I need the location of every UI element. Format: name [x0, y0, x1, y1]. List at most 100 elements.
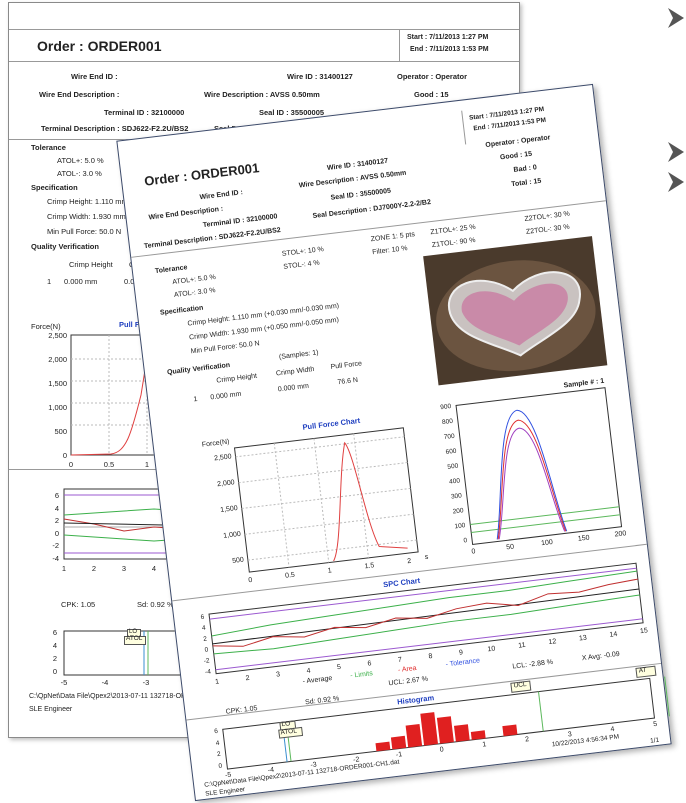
x-tick-label: 1.5 — [364, 562, 375, 571]
info-field: Terminal Description : SDJ622-F2.2U/BS2 — [41, 124, 189, 133]
x-tick-label: 50 — [505, 543, 515, 552]
rect — [453, 724, 470, 742]
info-field: Good : 15 — [414, 90, 449, 99]
sd: Sd: 0.92 % — [137, 600, 174, 609]
y-tick-label: 0 — [52, 667, 57, 676]
x-tick-label: 1 — [214, 678, 220, 686]
parameter: ATOL+: 5.0 % — [172, 273, 217, 287]
parameter: Specification — [31, 183, 78, 192]
page-number: 1/1 — [649, 736, 660, 745]
y-tick-label: 2,000 — [216, 479, 236, 489]
path — [496, 409, 568, 540]
rect — [405, 723, 423, 748]
parameter: Z1TOL+: 25 % — [430, 223, 477, 237]
parameter: STOL+: 10 % — [281, 245, 325, 258]
info-field: Seal ID : 35500005 — [330, 187, 392, 202]
line — [313, 438, 330, 563]
column-header: Pull Force — [330, 360, 363, 371]
parameter: Min Pull Force: 50.0 N — [47, 227, 122, 236]
info-field: Wire ID : 31400127 — [326, 157, 389, 172]
x-tick-label: 3 — [567, 731, 573, 739]
x-tick-label: 8 — [428, 652, 433, 661]
info-field: Wire End ID : — [199, 189, 244, 202]
x-tick-label: 0 — [471, 548, 476, 556]
y-tick-label: 4 — [52, 641, 57, 650]
y-tick-label: -2 — [52, 541, 59, 550]
rect — [420, 712, 438, 746]
order-title: Order : ORDER001 — [143, 160, 260, 189]
bullet-arrows — [668, 8, 684, 192]
y-tick-label: 200 — [452, 507, 464, 516]
section-title: Quality Verification — [166, 361, 231, 377]
info-field: Operator : Operator — [397, 72, 468, 81]
parameter: Filter: 10 % — [371, 245, 408, 257]
x-tick-label: 3 — [121, 564, 127, 573]
parameter: 1 — [47, 277, 52, 286]
marker-label: ATOL — [126, 635, 143, 642]
polyline — [212, 578, 638, 647]
samples: (Samples: 1) — [278, 349, 319, 361]
y-tick-label: 500 — [231, 556, 245, 565]
parameter: Z2TOL-: 30 % — [525, 223, 571, 236]
y-tick-label: 2 — [52, 654, 57, 663]
x-tick-label: 150 — [577, 534, 590, 543]
x-avg: X Avg: -0.09 — [581, 650, 621, 663]
parameter: ATOL+: 5.0 % — [57, 156, 104, 165]
y-tick-label: 2 — [202, 635, 208, 643]
x-tick-label: 1 — [327, 567, 333, 575]
x-tick-label: 0.5 — [284, 571, 296, 580]
cpk: CPK: 1.05 — [61, 600, 96, 609]
vl — [461, 110, 467, 145]
start-time: Start : 7/11/2013 1:27 PM — [407, 34, 489, 41]
y-tick-label: 4 — [215, 739, 220, 747]
y-tick-label: 6 — [54, 491, 59, 500]
x-tick-label: 5 — [652, 720, 658, 729]
parameter: ZONE 1: 5 pts — [370, 231, 416, 244]
column-header: Crimp Height — [216, 372, 258, 385]
marker-label: LO — [129, 629, 138, 635]
x-tick-label: 0 — [68, 460, 74, 469]
x-tick-label: 5 — [336, 663, 342, 672]
cell: 76.6 N — [337, 376, 359, 387]
y-tick-label: 1,500 — [48, 379, 67, 388]
vl — [399, 29, 400, 61]
cpk: CPK: 1.05 — [225, 705, 258, 716]
line — [664, 676, 670, 717]
x-tick-label: -3 — [142, 678, 150, 687]
path — [498, 427, 566, 540]
cell: 0.000 mm — [210, 390, 242, 402]
info-field: Operator : Operator — [485, 134, 551, 150]
parameter: Crimp Width: 1.930 mm — [47, 212, 126, 221]
front-report-page: Order : ORDER001 Start : 7/11/2013 1:27 P… — [116, 83, 672, 802]
x-tick-label: 1 — [144, 460, 150, 469]
x-tick-label: 2 — [91, 564, 97, 573]
parameter: 0.000 mm — [64, 277, 98, 286]
info-field: Good : 15 — [499, 150, 533, 162]
y-tick-label: 2,500 — [48, 331, 67, 340]
pull-force-plot — [233, 427, 419, 573]
info-field: Wire ID : 31400127 — [287, 72, 353, 81]
cell: 1 — [193, 395, 198, 404]
x-tick-label: 13 — [578, 634, 588, 643]
y-tick-label: 500 — [447, 462, 459, 471]
chart-title: Pull Force Chart — [302, 415, 361, 432]
y-tick-label: 100 — [454, 522, 466, 531]
legend-item: - Limits — [349, 670, 374, 680]
y-tick-label: 300 — [450, 492, 463, 501]
info-field: Seal ID : 35500005 — [259, 108, 325, 117]
y-tick-label: 0 — [62, 451, 67, 460]
parameter: Quality Verification — [31, 242, 99, 251]
y-tick-label: 0 — [463, 537, 468, 545]
parameter: Tolerance — [154, 264, 188, 276]
y-tick-label: -2 — [203, 657, 210, 666]
y-tick-label: 6 — [200, 613, 205, 622]
x-tick-label: 9 — [458, 649, 464, 657]
x-tick-label: 10 — [487, 645, 496, 654]
spc-plot — [208, 562, 644, 675]
legend-item: - Tolerance — [445, 657, 481, 669]
parameter: Crimp Height — [69, 260, 113, 269]
lcl: LCL: -2.88 % — [512, 658, 554, 671]
parameter: ATOL-: 3.0 % — [57, 169, 102, 178]
mk — [124, 636, 146, 645]
